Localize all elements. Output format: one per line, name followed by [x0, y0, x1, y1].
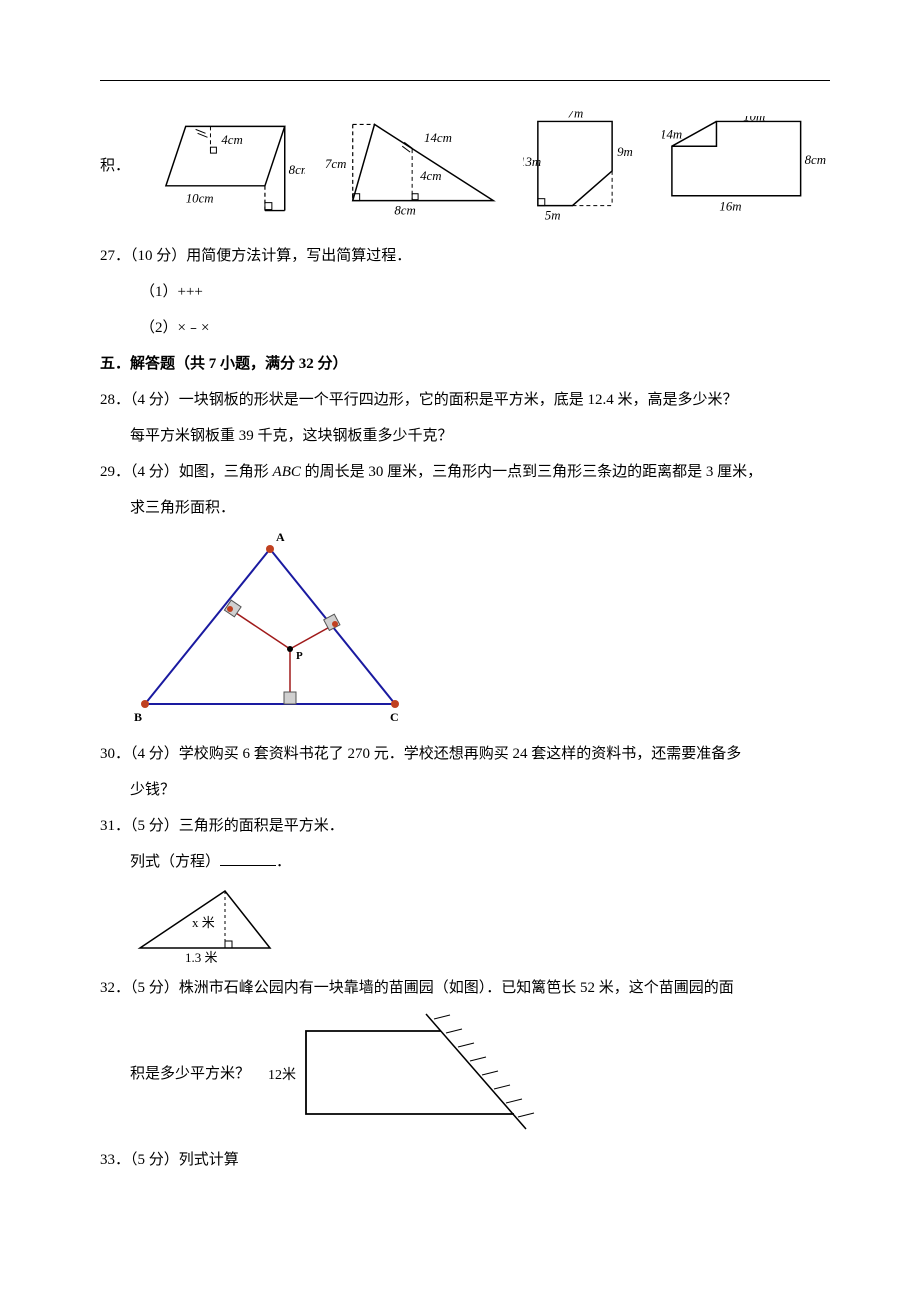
fig3-right: 9m — [617, 145, 633, 159]
q27-sub1-body: +++ — [178, 284, 203, 300]
fig2-leftv: 7cm — [325, 157, 346, 171]
fig-triangle: 7cm 4cm 14cm 8cm — [325, 116, 503, 216]
fig3-bottom: 5m — [545, 208, 561, 221]
q32-line1: 株洲市石峰公园内有一块靠墙的苗圃园（如图）．已知篱笆长 52 米，这个苗圃园的面 — [179, 980, 734, 996]
q31-points: （5 分） — [130, 818, 179, 834]
q33-line1: 列式计算 — [179, 1152, 239, 1168]
q32-figure: 12米 — [256, 1009, 556, 1139]
fig2-base: 8cm — [394, 204, 415, 216]
q27-sub1: （1）+++ — [100, 277, 830, 307]
fig3-top: 7m — [567, 111, 583, 120]
page: 积． 4cm 10cm 8cm 7cm 4cm — [0, 0, 920, 1302]
q29-B: B — [134, 710, 142, 724]
q32-line2: 积是多少平方米？ — [130, 1059, 250, 1089]
figures-row-label: 积． — [100, 151, 130, 181]
q30-points: （4 分） — [130, 746, 179, 762]
q27-sub2: （2）×﹣× — [100, 313, 830, 343]
q31-b: 1.3 米 — [185, 950, 218, 963]
fig2-hyp: 14cm — [424, 131, 452, 145]
q28-num: 28． — [100, 392, 130, 408]
q28-line2: 每平方米钢板重 39 千克，这块钢板重多少千克？ — [100, 421, 830, 451]
q29-A: A — [276, 530, 285, 544]
q28: 28．（4 分）一块钢板的形状是一个平行四边形，它的面积是平方米，底是 12.4… — [100, 385, 830, 415]
figures-row: 积． 4cm 10cm 8cm 7cm 4cm — [100, 111, 830, 221]
q27-sub2-body: ×﹣× — [178, 320, 210, 336]
q29-points: （4 分） — [130, 464, 179, 480]
fig4-tr: 10m — [743, 116, 765, 123]
q29-abc: ABC — [273, 464, 301, 480]
q27-stem: 用简便方法计算，写出简算过程． — [186, 248, 411, 264]
q30-num: 30． — [100, 746, 130, 762]
q29-line1a: 如图，三角形 — [179, 464, 273, 480]
fig2-inner: 4cm — [420, 169, 441, 183]
fig3-left: 13m — [523, 155, 541, 169]
q31-blank — [220, 851, 276, 866]
q32-h: 12米 — [268, 1067, 296, 1083]
q31: 31．（5 分）三角形的面积是平方米． — [100, 811, 830, 841]
q33-num: 33． — [100, 1152, 130, 1168]
q27-sub2-num: （2） — [140, 320, 178, 336]
q30-line1: 学校购买 6 套资料书花了 270 元．学校还想再购买 24 套这样的资料书，还… — [179, 746, 742, 762]
fig-lshape: 14m 10m 8cm 16m — [662, 116, 830, 216]
fig4-r: 8cm — [804, 153, 825, 167]
q29: 29．（4 分）如图，三角形 ABC 的周长是 30 厘米，三角形内一点到三角形… — [100, 457, 830, 487]
section-5-title: 五．解答题（共 7 小题，满分 32 分） — [100, 349, 830, 379]
q31-line2a: 列式（方程） — [130, 854, 220, 870]
fig1-h: 4cm — [221, 133, 242, 147]
q29-num: 29． — [100, 464, 130, 480]
q27-num: 27． — [100, 248, 130, 264]
q30-line2: 少钱？ — [100, 775, 830, 805]
q31-h: x 米 — [192, 915, 215, 930]
q28-points: （4 分） — [130, 392, 179, 408]
fig4-tl: 14m — [662, 127, 682, 141]
q31-line1: 三角形的面积是平方米． — [179, 818, 344, 834]
q32-row: 积是多少平方米？ 12米 — [100, 1009, 830, 1139]
q31-line2b: ． — [276, 854, 291, 870]
q31-num: 31． — [100, 818, 130, 834]
q32-num: 32． — [100, 980, 130, 996]
q31-line2: 列式（方程） ． — [100, 847, 830, 877]
q32-points: （5 分） — [130, 980, 179, 996]
fig1-base: 10cm — [186, 192, 214, 206]
q29-C: C — [390, 710, 399, 724]
q31-figure: x 米 1.3 米 — [130, 883, 830, 963]
q27-points: （10 分） — [130, 248, 186, 264]
fig-trapezoid: 7m 13m 9m 5m — [523, 111, 642, 221]
q29-line1b: 的周长是 30 厘米，三角形内一点到三角形三条边的距离都是 3 厘米， — [301, 464, 762, 480]
q29-figure: A B C P — [130, 529, 830, 729]
q32: 32．（5 分）株洲市石峰公园内有一块靠墙的苗圃园（如图）．已知篱笆长 52 米… — [100, 973, 830, 1003]
fig1-right: 8cm — [289, 163, 305, 177]
q27-sub1-num: （1） — [140, 284, 178, 300]
q29-line2: 求三角形面积． — [100, 493, 830, 523]
q33-points: （5 分） — [130, 1152, 179, 1168]
top-rule — [100, 80, 830, 81]
q33: 33．（5 分）列式计算 — [100, 1145, 830, 1175]
q27: 27．（10 分）用简便方法计算，写出简算过程． — [100, 241, 830, 271]
q28-line1: 一块钢板的形状是一个平行四边形，它的面积是平方米，底是 12.4 米，高是多少米… — [179, 392, 738, 408]
q29-P: P — [296, 650, 303, 662]
fig-parallelogram: 4cm 10cm 8cm — [156, 111, 305, 221]
fig4-b: 16m — [719, 200, 741, 214]
q30: 30．（4 分）学校购买 6 套资料书花了 270 元．学校还想再购买 24 套… — [100, 739, 830, 769]
